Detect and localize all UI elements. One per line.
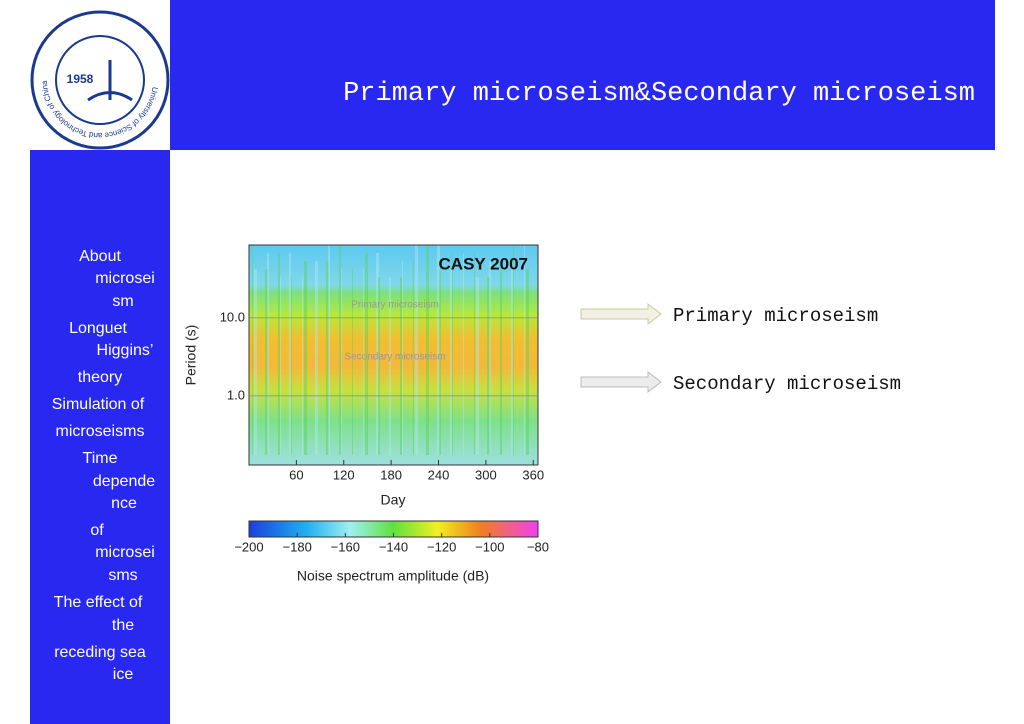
- stripe: [426, 245, 429, 455]
- stripe: [526, 269, 529, 455]
- figure-title: CASY 2007: [439, 254, 528, 273]
- stripe: [304, 261, 307, 455]
- nav-item: microseisms: [56, 423, 145, 440]
- stripe: [339, 245, 341, 455]
- colorbar-tick-label: −140: [379, 539, 408, 554]
- nav-item: sm: [112, 293, 133, 310]
- stripe: [280, 277, 281, 455]
- colorbar-tick-label: −200: [234, 539, 263, 554]
- stripe: [439, 269, 441, 455]
- y-tick-label: 10.0: [220, 309, 245, 324]
- stripe: [302, 277, 303, 455]
- stripe: [489, 261, 491, 455]
- stripe: [267, 253, 269, 455]
- stripe: [413, 261, 414, 455]
- stripe: [524, 245, 525, 455]
- stripe: [389, 277, 391, 455]
- stripe: [315, 261, 318, 455]
- stripe: [254, 269, 257, 455]
- arrow: [580, 370, 662, 394]
- stripe: [289, 253, 291, 455]
- y-axis-label: Period (s): [183, 325, 199, 386]
- colorbar-tick-label: −100: [475, 539, 504, 554]
- stripe: [291, 277, 292, 455]
- logo: University of Science and Technology of …: [30, 10, 170, 150]
- stripe: [252, 245, 253, 455]
- logo-icon: [87, 60, 133, 102]
- stripe: [415, 245, 418, 455]
- stripe: [400, 277, 402, 455]
- nav-item: microsei: [95, 270, 155, 287]
- stripe: [378, 277, 380, 455]
- annotation: Secondary microseism: [673, 373, 901, 395]
- nav-item: nce: [111, 495, 137, 512]
- stripe: [363, 269, 364, 455]
- stripe: [328, 245, 330, 455]
- x-tick-label: 180: [380, 467, 402, 482]
- stripe: [402, 261, 403, 455]
- nav-item: ice: [113, 666, 134, 683]
- stripe: [476, 277, 479, 455]
- colorbar-tick-label: −180: [283, 539, 312, 554]
- colorbar-label: Noise spectrum amplitude (dB): [297, 568, 489, 584]
- stripe: [376, 253, 379, 455]
- nav-item: the: [112, 617, 134, 634]
- stripes: [252, 245, 529, 455]
- stripe: [278, 253, 280, 455]
- band-label: Primary microseism: [351, 300, 439, 311]
- colorbar-tick-label: −160: [331, 539, 360, 554]
- stripe: [487, 277, 490, 455]
- annotation: Primary microseism: [673, 305, 878, 327]
- x-tick-label: 60: [289, 467, 303, 482]
- stripe: [265, 269, 268, 455]
- colorbar-tick-label: −120: [427, 539, 456, 554]
- stripe: [341, 269, 342, 455]
- stripe: [500, 261, 502, 455]
- x-axis-label: Day: [381, 492, 406, 508]
- stripe: [452, 253, 453, 455]
- x-tick-label: 360: [522, 467, 544, 482]
- spectrogram: [249, 245, 538, 465]
- stripe: [474, 253, 475, 455]
- stripe: [450, 269, 452, 455]
- stripe: [513, 245, 514, 455]
- nav-item: The effect of: [54, 594, 143, 611]
- sidebar: [30, 150, 170, 724]
- nav-item: Simulation of: [52, 396, 145, 413]
- nav-item: Higgins’: [97, 342, 154, 359]
- nav-item: About: [79, 248, 121, 265]
- nav-item: theory: [78, 369, 122, 386]
- stripe: [365, 253, 368, 455]
- slide-title: Primary microseism&Secondary microseism: [343, 79, 975, 109]
- nav-item: Time: [83, 450, 118, 467]
- stripe: [326, 261, 329, 455]
- stripe: [463, 253, 464, 455]
- nav-item: depende: [93, 473, 155, 490]
- stripe: [511, 261, 513, 455]
- plot-frame: [248, 244, 539, 466]
- x-tick-label: 120: [333, 467, 355, 482]
- x-tick-label: 300: [475, 467, 497, 482]
- nav-item: sms: [108, 567, 137, 584]
- header-bar: [170, 0, 995, 150]
- nav-item: of: [90, 522, 104, 539]
- y-tick-label: 1.0: [227, 387, 245, 402]
- band-label: Secondary microseism: [344, 352, 445, 363]
- nav-item: microsei: [95, 544, 155, 561]
- stripe: [437, 245, 440, 455]
- logo-inner: [55, 35, 145, 125]
- x-tick-label: 240: [428, 467, 450, 482]
- logo-year: 1958: [67, 72, 94, 86]
- arrow: [580, 302, 662, 326]
- nav-item: Longuet: [69, 320, 127, 337]
- colorbar-tick-label: −80: [527, 539, 549, 554]
- nav-item: receding sea: [54, 644, 146, 661]
- stripe: [352, 269, 353, 455]
